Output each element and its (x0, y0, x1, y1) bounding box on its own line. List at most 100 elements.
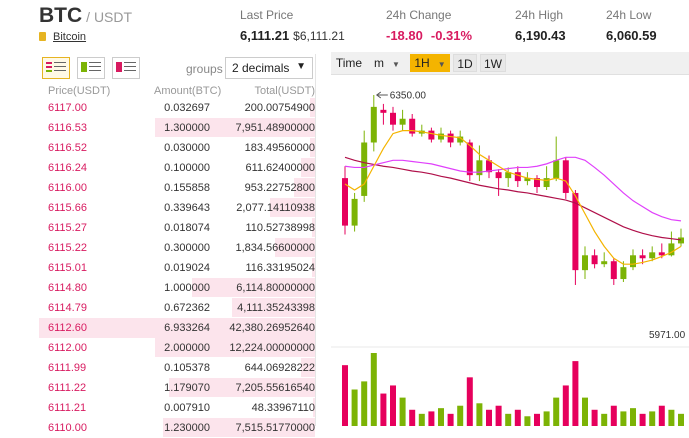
groups-select[interactable]: 2 decimals ▼ (225, 57, 313, 79)
amount-cell: 0.019024 (164, 262, 210, 274)
volume-bar (534, 413, 540, 426)
order-row[interactable]: 6116.52 0.030000 183.49560000 (39, 138, 315, 158)
amount-cell: 1.000000 (164, 282, 210, 294)
stat-label: 24h Change (386, 8, 452, 22)
candle-body (668, 243, 675, 256)
candlestick-plot[interactable]: 6350.00 5971.00 (331, 75, 689, 426)
volume-bar (438, 408, 444, 426)
total-cell: 7,205.55616540 (235, 382, 315, 394)
stat-value: 6,060.59 (606, 28, 657, 43)
amount-cell: 0.032697 (164, 102, 210, 114)
total-cell: 12,224.00000000 (229, 342, 315, 354)
amount-cell: 1.230000 (164, 422, 210, 434)
stat-24h-change: 24h Change -18.80 -0.31% (386, 8, 472, 43)
volume-bar (380, 393, 387, 426)
candle-body (591, 255, 598, 265)
volume-bar (582, 397, 588, 426)
amount-cell: 0.030000 (164, 142, 210, 154)
week-interval-button[interactable]: 1W (480, 54, 506, 72)
depth-bar (155, 338, 315, 357)
total-cell: 1,834.56600000 (235, 242, 315, 254)
order-row[interactable]: 6111.21 0.007910 48.33967110 (39, 398, 315, 418)
stat-value: -18.80 -0.31% (386, 28, 472, 43)
volume-bar (620, 411, 627, 426)
depth-bar (232, 298, 315, 317)
depth-bar (192, 278, 315, 297)
price-cell: 6115.27 (48, 222, 87, 234)
day-interval-button[interactable]: 1D (453, 54, 477, 72)
candle-body (534, 178, 540, 188)
order-row[interactable]: 6115.01 0.019024 116.33195024 (39, 258, 315, 278)
hour-interval-button[interactable]: 1H ▼ (410, 54, 450, 72)
amount-cell: 0.300000 (164, 242, 210, 254)
depth-bar (312, 258, 315, 277)
price-cell: 6112.60 (48, 322, 87, 334)
candle-body (370, 106, 377, 143)
view-asks-button[interactable] (112, 57, 140, 79)
order-row[interactable]: 6116.24 0.100000 611.62400000 (39, 158, 315, 178)
candle-body (543, 178, 550, 188)
price-cell: 6117.00 (48, 102, 87, 114)
minute-label: m (374, 56, 385, 70)
price-cell: 6116.52 (48, 142, 87, 154)
price-cell: 6111.21 (48, 402, 87, 414)
order-row[interactable]: 6114.79 0.672362 4,111.35243398 (39, 298, 315, 318)
depth-bar (275, 238, 315, 257)
order-row[interactable]: 6111.22 1.179070 7,205.55616540 (39, 378, 315, 398)
groups-label: groups (186, 62, 223, 76)
order-row[interactable]: 6116.53 1.300000 7,951.48900000 (39, 118, 315, 138)
stat-value: 6,190.43 (515, 28, 566, 43)
price-cell: 6114.79 (48, 302, 87, 314)
total-cell: 200.00754900 (244, 102, 315, 114)
total-cell: 4,111.35243398 (237, 302, 315, 314)
amount-cell: 0.007910 (164, 402, 210, 414)
order-row[interactable]: 6116.00 0.155858 953.22752800 (39, 178, 315, 198)
candle-body (399, 118, 406, 125)
volume-bar (476, 403, 483, 426)
total-cell: 183.49560000 (244, 142, 315, 154)
groups-value: 2 decimals (232, 61, 290, 75)
bids-icon (81, 62, 101, 72)
minute-interval-dropdown[interactable]: m ▼ (368, 54, 406, 72)
asks-icon (116, 62, 136, 72)
order-row[interactable]: 6112.00 2.000000 12,224.00000000 (39, 338, 315, 358)
price-cell: 6111.22 (48, 382, 87, 394)
volume-bar (543, 411, 550, 426)
order-row[interactable]: 6110.00 1.230000 7,515.51770000 (39, 418, 315, 438)
total-cell: 611.62400000 (245, 162, 315, 174)
candle-body (562, 160, 569, 193)
order-row[interactable]: 6115.66 0.339643 2,077.14110938 (39, 198, 315, 218)
max-price-label: 6350.00 (390, 91, 427, 102)
order-row[interactable]: 6117.00 0.032697 200.00754900 (39, 98, 315, 118)
volume-bar (572, 361, 579, 426)
depth-bar (301, 158, 315, 177)
coin-info-link[interactable]: Bitcoin (39, 31, 86, 43)
volume-bar (447, 413, 454, 426)
stat-last-price: Last Price 6,111.21 $6,111.21 (240, 8, 345, 43)
price-chart: Time m ▼ 1H ▼ 1D 1W 6350.00 5971.00 (331, 52, 689, 426)
volume-bar (342, 365, 348, 426)
depth-bar (294, 178, 315, 197)
price-cell: 6116.00 (48, 182, 87, 194)
depth-bar (310, 98, 315, 117)
order-row[interactable]: 6114.80 1.000000 6,114.80000000 (39, 278, 315, 298)
total-cell: 644.06928222 (244, 362, 315, 374)
volume-bar (562, 385, 569, 426)
order-row[interactable]: 6115.22 0.300000 1,834.56600000 (39, 238, 315, 258)
stat-24h-high: 24h High 6,190.43 (515, 8, 566, 43)
view-bids-button[interactable] (77, 57, 105, 79)
stat-value: 6,111.21 $6,111.21 (240, 28, 345, 43)
view-both-button[interactable] (42, 57, 70, 79)
total-cell: 953.22752800 (244, 182, 315, 194)
depth-bar (270, 198, 315, 217)
order-row[interactable]: 6112.60 6.933264 42,380.26952640 (39, 318, 315, 338)
candle-body (505, 172, 512, 179)
price-cell: 6110.00 (48, 422, 87, 434)
total-cell: 116.33195024 (245, 262, 315, 274)
order-row[interactable]: 6115.27 0.018074 110.52738998 (39, 218, 315, 238)
order-row[interactable]: 6111.99 0.105378 644.06928222 (39, 358, 315, 378)
depth-bar (312, 218, 315, 237)
volume-bar (514, 409, 521, 426)
pair-symbol: BTC / USDT (39, 4, 132, 28)
volume-bar (553, 397, 560, 426)
